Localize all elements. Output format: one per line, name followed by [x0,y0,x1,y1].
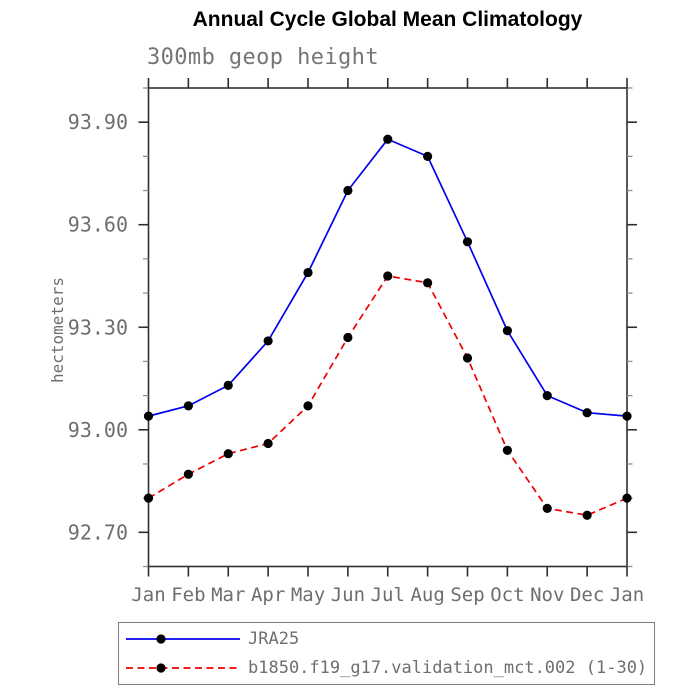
series-1-line [148,275,628,517]
x-tick-labels: Jan Feb Mar Apr May Jun Jul Aug Sep Oct Nov Dec Jan [131,584,644,606]
legend-item-b1850: b1850.f19_g17.validation_mct.002 (1-30) [123,656,654,680]
x-tick-label: Oct [490,584,524,606]
x-tick-label: Aug [410,584,444,606]
y-tick-label: 93.90 [68,110,128,134]
y-tick-labels: 92.70 93.00 93.30 93.60 93.90 [68,110,128,544]
x-tick-label: Dec [570,584,604,606]
x-tick-label: Nov [530,584,564,606]
x-tick-label: Jan [610,584,644,606]
x-tick-label: Sep [450,584,484,606]
chart-subtitle: 300mb geop height [147,45,379,70]
x-axis-ticks [147,78,628,577]
y-tick-label: 93.60 [68,213,128,237]
y-tick-label: 93.30 [68,315,128,339]
chart-title: Annual Cycle Global Mean Climatology [192,8,583,31]
x-tick-label: May [291,584,325,606]
x-tick-label: Jul [371,584,405,606]
x-tick-label: Feb [171,584,205,606]
legend-label-b1850: b1850.f19_g17.validation_mct.002 (1-30) [248,658,648,678]
y-axis-major-ticks [138,121,637,534]
legend-line-sample-jra25 [126,634,240,644]
x-tick-label: Jun [331,584,365,606]
x-tick-label: Jan [131,584,165,606]
y-axis-minor-ticks [143,87,633,568]
series-0-markers [143,134,632,421]
x-tick-label: Apr [251,584,285,606]
legend-item-jra25: JRA25 [123,627,654,651]
legend-line-sample-b1850 [126,663,240,673]
y-tick-label: 93.00 [68,418,128,442]
y-axis-title: hectometers [48,277,67,383]
y-tick-label: 92.70 [68,520,128,544]
plot-frame [147,87,628,568]
legend-box: JRA25 b1850.f19_g17.validation_mct.002 (… [118,622,655,685]
legend-label-jra25: JRA25 [248,629,300,649]
series-1-markers [143,271,632,520]
x-tick-label: Mar [211,584,245,606]
